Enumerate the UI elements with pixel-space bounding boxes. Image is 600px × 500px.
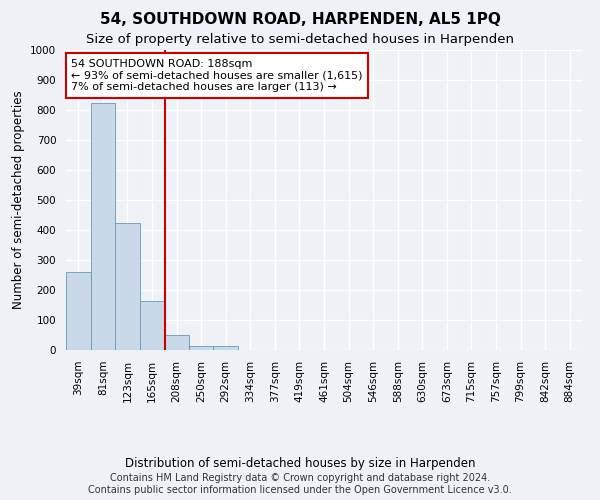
Text: 54 SOUTHDOWN ROAD: 188sqm
← 93% of semi-detached houses are smaller (1,615)
7% o: 54 SOUTHDOWN ROAD: 188sqm ← 93% of semi-… bbox=[71, 59, 362, 92]
Bar bbox=[66, 272, 91, 350]
Bar bbox=[214, 346, 238, 350]
Text: 54, SOUTHDOWN ROAD, HARPENDEN, AL5 1PQ: 54, SOUTHDOWN ROAD, HARPENDEN, AL5 1PQ bbox=[100, 12, 500, 28]
Text: Contains HM Land Registry data © Crown copyright and database right 2024.
Contai: Contains HM Land Registry data © Crown c… bbox=[88, 474, 512, 495]
Bar bbox=[91, 102, 115, 350]
Bar bbox=[115, 222, 140, 350]
Bar bbox=[140, 300, 164, 350]
Y-axis label: Number of semi-detached properties: Number of semi-detached properties bbox=[11, 90, 25, 310]
Text: Size of property relative to semi-detached houses in Harpenden: Size of property relative to semi-detach… bbox=[86, 32, 514, 46]
Text: Distribution of semi-detached houses by size in Harpenden: Distribution of semi-detached houses by … bbox=[125, 458, 475, 470]
Bar bbox=[189, 346, 214, 350]
Bar bbox=[164, 335, 189, 350]
